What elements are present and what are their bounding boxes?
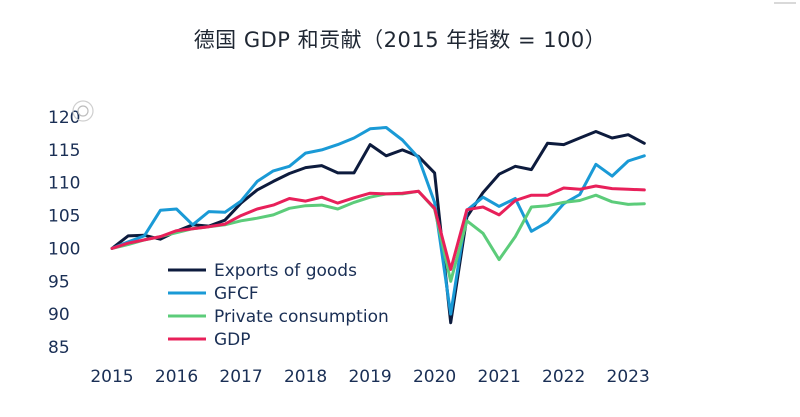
legend-label: GDP bbox=[214, 330, 251, 350]
y-tick-label: 100 bbox=[48, 239, 80, 259]
x-tick-label: 2018 bbox=[284, 367, 327, 387]
lines-layer bbox=[110, 126, 646, 325]
series-line-gfcf bbox=[110, 126, 646, 316]
axis-layer: 85 90 95 100 105 110 115 120 2015 2016 2017 2018 201… bbox=[48, 108, 650, 387]
x-tick-label: 2019 bbox=[348, 367, 391, 387]
x-tick-label: 2016 bbox=[155, 367, 198, 387]
x-tick-label: 2023 bbox=[607, 367, 650, 387]
x-tick-label: 2020 bbox=[413, 367, 456, 387]
x-tick-label: 2015 bbox=[90, 367, 133, 387]
y-tick-label: 115 bbox=[48, 141, 80, 161]
cursor-ring-outer-icon bbox=[72, 100, 94, 122]
legend-label: GFCF bbox=[214, 284, 259, 304]
y-tick-label: 85 bbox=[48, 338, 70, 358]
chart-title: 德国 GDP 和贡献（2015 年指数 = 100） bbox=[193, 28, 607, 52]
y-tick-label: 105 bbox=[48, 207, 80, 227]
y-tick-label: 95 bbox=[48, 272, 70, 292]
y-tick-label: 90 bbox=[48, 305, 70, 325]
y-tick-label: 120 bbox=[48, 108, 80, 128]
legend-label: Exports of goods bbox=[214, 261, 357, 281]
legend-label: Private consumption bbox=[214, 307, 389, 327]
cursor-ring-inner-icon bbox=[77, 105, 89, 117]
series-line-exports-of-goods bbox=[110, 130, 646, 325]
series-line-gdp bbox=[110, 184, 646, 271]
legend: Exports of goods GFCF Private consumption G… bbox=[168, 261, 389, 350]
x-tick-label: 2022 bbox=[542, 367, 585, 387]
window-edge-mark bbox=[774, 2, 796, 4]
y-tick-label: 110 bbox=[48, 174, 80, 194]
x-tick-label: 2021 bbox=[478, 367, 521, 387]
marker-layer bbox=[72, 100, 94, 122]
x-tick-label: 2017 bbox=[219, 367, 262, 387]
